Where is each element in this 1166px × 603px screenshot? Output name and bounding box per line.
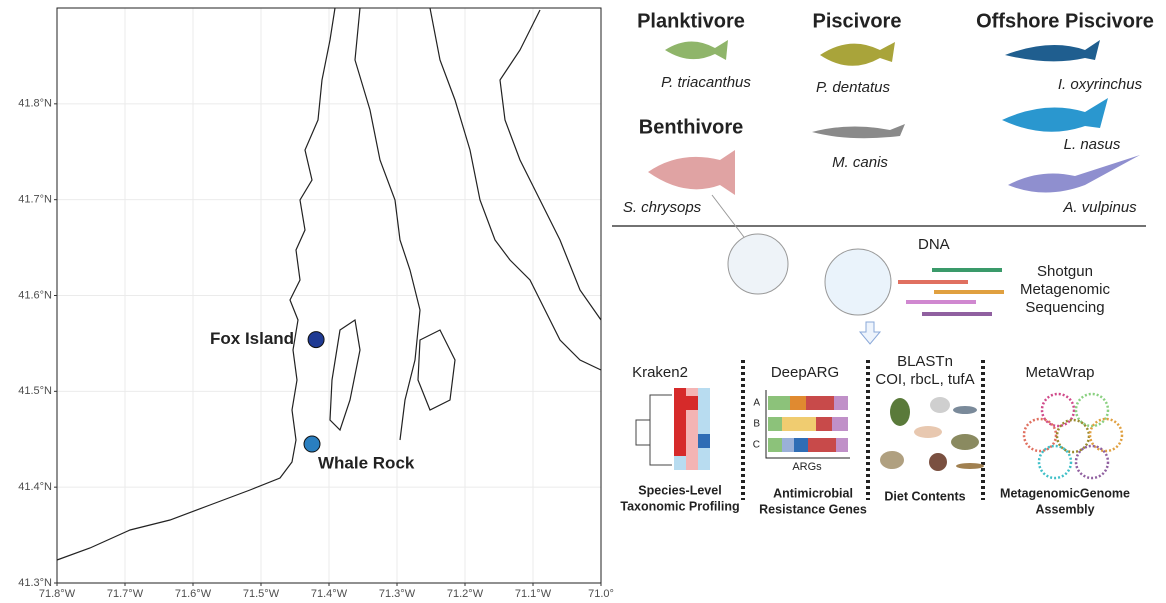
group-title: Offshore Piscivore [976,10,1154,32]
dna-label: DNA [918,236,950,253]
species-name: P. triacanthus [661,74,751,91]
species-name: P. dentatus [816,79,890,96]
site-marker [308,332,324,348]
heatmap-icon [636,388,710,470]
species-name: L. nasus [1064,136,1121,153]
x-tick-label: 71.5°W [243,588,280,600]
output-label: Diet Contents [884,489,965,503]
tool-name: DeepARG [771,364,839,381]
figure: Fox Island Whale Rock Planktivore P. tria… [0,0,1166,603]
sample-label: C [753,440,760,451]
fish-icon [1005,40,1100,61]
output-label: MetagenomicGenome [1000,486,1130,500]
fish-icon [1008,155,1140,193]
diet-icon [880,397,984,471]
x-tick-label: 71.2°W [447,588,484,600]
output-label: Taxonomic Profiling [620,499,739,513]
y-tick-label: 41.3°N [18,577,52,589]
group-title: Benthivore [639,116,743,138]
x-tick-label: 71.7°W [107,588,144,600]
y-tick-label: 41.5°N [18,385,52,397]
species-name: A. vulpinus [1062,199,1137,216]
axis-label: ARGs [792,461,822,473]
site-marker [304,436,320,452]
fish-icon [665,40,728,60]
method-label: Shotgun [1037,263,1093,280]
x-tick-label: 71.4°W [311,588,348,600]
x-tick-label: 71.6°W [175,588,212,600]
bar-icon [766,390,850,458]
y-tick-label: 41.8°N [18,98,52,110]
method-label: Sequencing [1025,299,1104,316]
y-tick-label: 41.4°N [18,481,52,493]
fish-icon [812,124,905,138]
fish-icon [648,150,735,195]
x-tick-label: 71.3°W [379,588,416,600]
x-tick-label: 71.0° [588,588,614,600]
genome-icon [1024,394,1122,478]
sample-label: A [753,398,760,409]
y-tick-label: 41.6°N [18,289,52,301]
reads [898,268,1004,316]
method-label: Metagenomic [1020,281,1111,298]
output-label: Antimicrobial [773,486,853,500]
tool-name: BLASTn [897,353,953,370]
sample-label: B [753,419,760,430]
dna-icon [825,249,891,315]
species-name: M. canis [832,154,888,171]
map: Fox Island Whale Rock [57,8,601,583]
group-title: Planktivore [637,10,745,32]
output-label: Assembly [1035,502,1094,516]
marker-genes: COI, rbcL, tufA [875,371,974,388]
site-label: Whale Rock [318,454,415,473]
site-label: Fox Island [210,329,294,348]
tool-name: Kraken2 [632,364,688,381]
gut-icon [728,234,788,294]
fish-icon [1002,98,1108,132]
group-title: Piscivore [813,10,902,32]
species-name: S. chrysops [623,199,702,216]
fish-icon [820,42,895,66]
output-label: Resistance Genes [759,502,867,516]
species-name: I. oxyrinchus [1058,76,1143,93]
x-tick-label: 71.8°W [39,588,76,600]
tool-name: MetaWrap [1026,364,1095,381]
arrow [860,322,880,344]
y-tick-label: 41.7°N [18,194,52,206]
output-label: Species-Level [638,483,721,497]
x-tick-label: 71.1°W [515,588,552,600]
